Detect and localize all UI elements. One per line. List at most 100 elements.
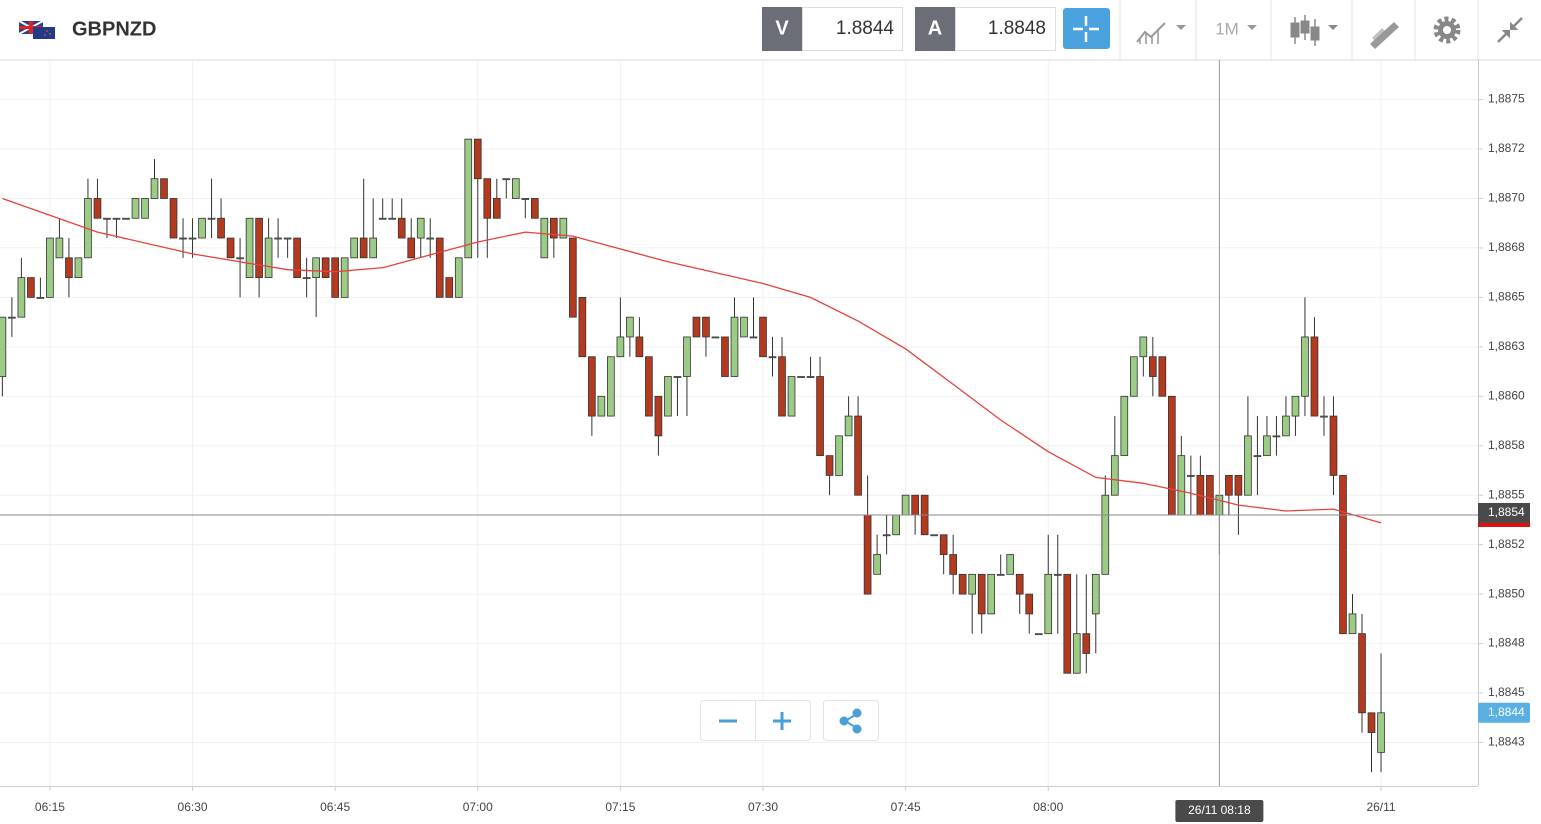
y-tick-label: 1,8855 xyxy=(1488,487,1525,501)
candle-body xyxy=(150,178,159,199)
candle-body xyxy=(207,217,216,220)
candle-body xyxy=(806,376,815,378)
sell-price-box[interactable] xyxy=(802,7,903,51)
candle-body xyxy=(302,277,311,280)
candle-body xyxy=(1282,415,1290,437)
candle-body xyxy=(854,415,862,496)
candle-body xyxy=(702,316,710,338)
timeframe[interactable]: 1M xyxy=(1215,19,1239,38)
candle-body xyxy=(635,336,644,358)
buy-button[interactable] xyxy=(915,7,955,51)
drawing-button[interactable] xyxy=(1370,22,1399,49)
settings-button[interactable] xyxy=(1433,16,1461,44)
candle-body xyxy=(1206,475,1214,516)
candle-body xyxy=(407,237,416,259)
candle-body xyxy=(721,336,729,377)
timeframe-caret xyxy=(1247,25,1257,30)
candle-body xyxy=(378,217,387,220)
candle-body xyxy=(1149,356,1157,377)
candle-body xyxy=(1091,573,1100,615)
candle-body xyxy=(863,514,872,595)
candle-body xyxy=(511,178,520,199)
collapse-button[interactable] xyxy=(1497,17,1523,43)
sell-label: V xyxy=(775,17,789,39)
x-tick-label: 08:00 xyxy=(1033,800,1063,814)
sell-button[interactable] xyxy=(762,7,802,51)
candle-body xyxy=(0,316,7,377)
candle-body xyxy=(958,573,967,595)
candle-body xyxy=(911,494,919,516)
candle-body xyxy=(198,217,206,239)
candle-body xyxy=(492,198,501,219)
candle-body xyxy=(55,237,64,259)
x-tick-label: 06:30 xyxy=(178,800,208,814)
candle-body xyxy=(1101,494,1110,575)
candle-body xyxy=(1263,435,1271,457)
candle-body xyxy=(236,257,244,260)
indicator-button[interactable] xyxy=(1136,22,1186,44)
candle-body xyxy=(797,376,805,378)
candle-body xyxy=(683,336,691,377)
candle-body xyxy=(597,395,606,417)
candle-body xyxy=(473,138,482,180)
candle-body xyxy=(588,356,596,417)
candle-body xyxy=(502,178,511,181)
candle-body xyxy=(616,336,625,358)
candle-body xyxy=(312,257,320,279)
candle-body xyxy=(1377,712,1385,753)
candle-body xyxy=(112,217,121,220)
candle-body xyxy=(416,217,425,239)
candle-body xyxy=(939,534,948,555)
buy-label: A xyxy=(928,17,942,39)
y-tick-label: 1,8848 xyxy=(1488,636,1525,650)
candle-body xyxy=(530,198,539,219)
candle-body xyxy=(996,573,1005,576)
candle-body xyxy=(46,237,54,298)
chart-type-button[interactable] xyxy=(1290,15,1338,46)
candle-body xyxy=(1291,395,1300,417)
candle-body xyxy=(226,237,235,259)
axes: 1,8875 1,8872 1,8870 1,8868 1,8865 1,8863 1,88… xyxy=(35,92,1530,822)
candle-body xyxy=(483,178,492,219)
crosshair-x-label: 26/11 08:18 xyxy=(1188,803,1251,817)
x-tick-label: 07:15 xyxy=(605,800,635,814)
candle-body xyxy=(1053,573,1062,576)
crosshair-button[interactable] xyxy=(1063,8,1110,49)
candle-body xyxy=(1225,475,1233,496)
candle-body xyxy=(397,217,406,239)
candle-body xyxy=(293,237,301,279)
candle-body xyxy=(1177,455,1186,516)
candle-body xyxy=(217,217,225,239)
candle-body xyxy=(426,237,435,240)
candle-body xyxy=(321,257,330,279)
candle-body xyxy=(550,217,558,239)
candle-body xyxy=(1168,395,1176,516)
candle-body xyxy=(768,356,777,359)
candle-body xyxy=(188,237,197,240)
candle-body xyxy=(1339,475,1347,635)
candle-body xyxy=(369,237,378,259)
buy-price-box[interactable] xyxy=(955,7,1056,51)
crosshair-x-label-box xyxy=(1175,800,1264,822)
candle-body xyxy=(274,237,282,240)
x-tick-label: 07:30 xyxy=(748,800,778,814)
candle-body xyxy=(930,534,938,537)
share-button[interactable] xyxy=(823,700,879,741)
candle-body xyxy=(844,415,853,437)
y-tick-label: 1,8858 xyxy=(1488,438,1525,452)
candle-body xyxy=(435,237,444,298)
candle-body xyxy=(749,336,758,339)
candle-body xyxy=(340,257,349,298)
candle-body xyxy=(179,237,187,240)
sell-price: 1.8844 xyxy=(836,18,895,39)
candle-body xyxy=(730,316,739,377)
candle-body xyxy=(255,217,263,279)
y-tick-label: 1,8872 xyxy=(1488,141,1525,155)
candle-body xyxy=(873,554,881,575)
candle-body xyxy=(882,534,891,537)
candle-body xyxy=(8,316,16,319)
candle-body xyxy=(1063,573,1072,674)
candle-body xyxy=(645,356,653,417)
candle-body xyxy=(17,277,26,318)
